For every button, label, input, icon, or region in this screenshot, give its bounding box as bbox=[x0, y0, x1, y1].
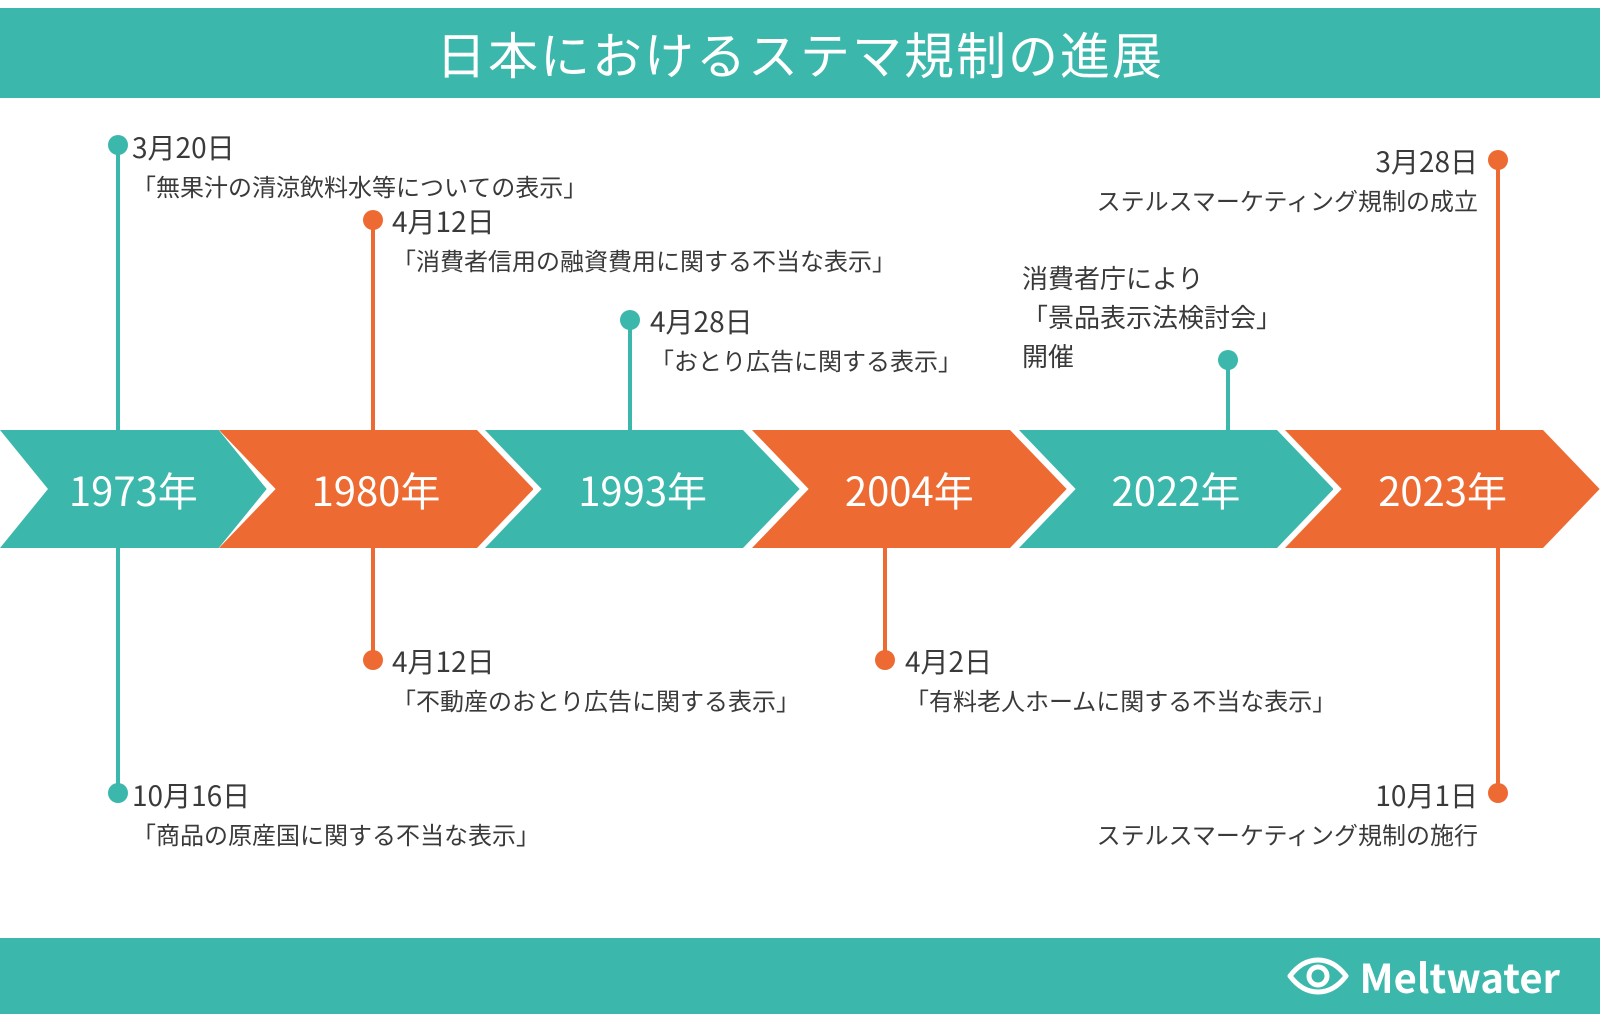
page-title: 日本におけるステマ規制の進展 bbox=[0, 8, 1600, 98]
event-label: 3月20日「無果汁の清涼飲料水等についての表示」 bbox=[132, 126, 587, 204]
event-label: 4月12日「不動産のおとり広告に関する表示」 bbox=[392, 640, 800, 718]
event-label: 10月1日ステルスマーケティング規制の施行 bbox=[1097, 774, 1478, 852]
event-stem bbox=[628, 320, 632, 430]
event-date: 4月2日 bbox=[905, 640, 1336, 682]
event-date: 4月28日 bbox=[650, 300, 962, 342]
brand-name: Meltwater bbox=[1360, 947, 1560, 1005]
event-stem bbox=[371, 220, 375, 430]
timeline-year-label: 2004年 bbox=[845, 460, 974, 518]
event-description: 「商品の原産国に関する不当な表示」 bbox=[132, 816, 540, 852]
event-dot-icon bbox=[363, 650, 383, 670]
event-label: 4月12日「消費者信用の融資費用に関する不当な表示」 bbox=[392, 200, 896, 278]
event-dot-icon bbox=[1488, 783, 1508, 803]
event-label: 消費者庁により 「景品表示法検討会」 開催 bbox=[1022, 258, 1282, 375]
event-dot-icon bbox=[1488, 150, 1508, 170]
event-description: ステルスマーケティング規制の施行 bbox=[1097, 816, 1478, 852]
event-label: 4月28日「おとり広告に関する表示」 bbox=[650, 300, 962, 378]
event-date: 3月28日 bbox=[1097, 140, 1478, 182]
event-description: 「おとり広告に関する表示」 bbox=[650, 342, 962, 378]
event-description: 「不動産のおとり広告に関する表示」 bbox=[392, 682, 800, 718]
event-stem bbox=[371, 548, 375, 660]
event-date: 10月16日 bbox=[132, 774, 540, 816]
event-description: 「消費者信用の融資費用に関する不当な表示」 bbox=[392, 242, 896, 278]
event-description: 「無果汁の清涼飲料水等についての表示」 bbox=[132, 168, 587, 204]
eye-logo-icon bbox=[1286, 956, 1350, 996]
timeline-year-label: 2022年 bbox=[1112, 460, 1241, 518]
event-dot-icon bbox=[108, 135, 128, 155]
timeline-chevron: 2023年 bbox=[1285, 430, 1600, 548]
event-date: 4月12日 bbox=[392, 200, 896, 242]
event-dot-icon bbox=[875, 650, 895, 670]
timeline-band: 1973年 1980年 1993年 2004年 2022年 2023年 bbox=[0, 430, 1600, 548]
event-stem bbox=[1496, 548, 1500, 793]
footer-bar: Meltwater bbox=[0, 938, 1600, 1014]
event-date: 3月20日 bbox=[132, 126, 587, 168]
event-date: 10月1日 bbox=[1097, 774, 1478, 816]
event-label: 3月28日ステルスマーケティング規制の成立 bbox=[1097, 140, 1478, 218]
header-title-bar: 日本におけるステマ規制の進展 bbox=[0, 8, 1600, 98]
event-dot-icon bbox=[620, 310, 640, 330]
event-stem bbox=[116, 548, 120, 793]
event-stem bbox=[1496, 160, 1500, 430]
event-dot-icon bbox=[363, 210, 383, 230]
event-stem bbox=[883, 548, 887, 660]
timeline-year-label: 1973年 bbox=[69, 460, 198, 518]
event-label: 4月2日「有料老人ホームに関する不当な表示」 bbox=[905, 640, 1336, 718]
timeline-year-label: 1980年 bbox=[312, 460, 441, 518]
timeline-year-label: 2023年 bbox=[1378, 460, 1507, 518]
event-description: 「有料老人ホームに関する不当な表示」 bbox=[905, 682, 1336, 718]
timeline-year-label: 1993年 bbox=[578, 460, 707, 518]
event-dot-icon bbox=[108, 783, 128, 803]
event-date: 4月12日 bbox=[392, 640, 800, 682]
event-stem bbox=[116, 145, 120, 430]
event-label: 10月16日「商品の原産国に関する不当な表示」 bbox=[132, 774, 540, 852]
event-description: 消費者庁により 「景品表示法検討会」 開催 bbox=[1022, 258, 1282, 375]
brand-block: Meltwater bbox=[1286, 947, 1560, 1005]
event-description: ステルスマーケティング規制の成立 bbox=[1097, 182, 1478, 218]
